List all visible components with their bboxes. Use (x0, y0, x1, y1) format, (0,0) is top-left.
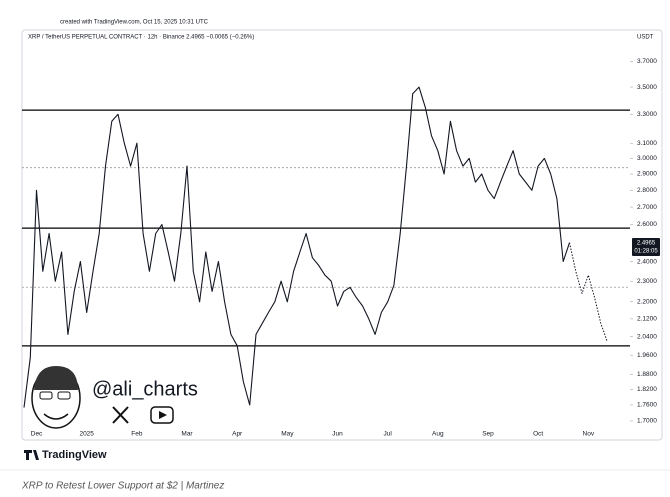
y-tick-label: 2.8000 (637, 187, 657, 194)
x-tick-label: Aug (432, 431, 444, 438)
x-tick-label: Sep (482, 431, 494, 438)
price-line (23, 86, 571, 408)
y-tick-label: 2.1200 (637, 316, 657, 323)
x-tick-label: Jun (332, 431, 343, 438)
plot: 3.7000 3.5000 3.3000 3.1000 3.0000 2.9000 2.80… (22, 58, 657, 438)
y-tick-label: 3.3000 (637, 111, 657, 118)
avatar (31, 366, 81, 429)
y-tick-label: 3.5000 (637, 84, 657, 91)
y-tick-label: 2.3000 (637, 278, 657, 285)
brand-logo (24, 450, 39, 460)
currency: USDT (637, 35, 654, 41)
avatar-hair (34, 366, 78, 390)
symbol-header: XRP / TetherUS PERPETUAL CONTRACT · 12h … (28, 35, 254, 41)
avatar-glass (57, 391, 71, 400)
y-tick-label: 2.7000 (637, 204, 657, 211)
y-tick-label: 1.8800 (637, 371, 657, 378)
y-tick-label: 1.7000 (637, 418, 657, 425)
x-tick-label: Feb (131, 431, 143, 438)
play-icon (159, 411, 167, 419)
y-tick-label: 2.0400 (637, 333, 657, 340)
y-tick-label: 3.0000 (637, 155, 657, 162)
last-price: 2.4965 (637, 241, 656, 247)
x-tick-label: Nov (583, 431, 595, 438)
chart-frame (21, 29, 663, 441)
countdown: 01:28:05 (634, 249, 658, 255)
y-tick-label: 2.6000 (637, 221, 657, 228)
brand: TradingView (42, 449, 107, 461)
x-tick-label: 2025 (79, 431, 94, 438)
y-tick-label: 1.9600 (637, 352, 657, 359)
y-tick-label: 3.1000 (637, 140, 657, 147)
y-tick-label: 2.4000 (637, 258, 657, 265)
y-tick-label: 1.8200 (637, 386, 657, 393)
x-tick-label: Mar (181, 431, 193, 438)
y-tick-label: 2.9000 (637, 171, 657, 178)
x-tick-label: May (281, 431, 294, 438)
caption: XRP to Retest Lower Support at $2 | Mart… (21, 481, 224, 492)
projection-line (569, 242, 608, 342)
y-tick-label: 1.7600 (637, 402, 657, 409)
x-tick-label: Dec (31, 431, 43, 438)
y-tick-label: 2.2000 (637, 298, 657, 305)
x-icon (112, 406, 129, 424)
y-tick-label: 3.7000 (637, 58, 657, 65)
x-tick-label: Jul (384, 431, 393, 438)
watermark: @ali_charts (92, 378, 198, 400)
last-price-box (632, 238, 660, 256)
x-tick-label: Oct (533, 431, 543, 438)
video-icon (150, 406, 174, 424)
avatar-glass (39, 391, 53, 400)
avatar-smile (43, 413, 69, 420)
created-note: created with TradingView.com, Oct 15, 20… (60, 20, 209, 26)
x-tick-label: Apr (232, 431, 243, 438)
